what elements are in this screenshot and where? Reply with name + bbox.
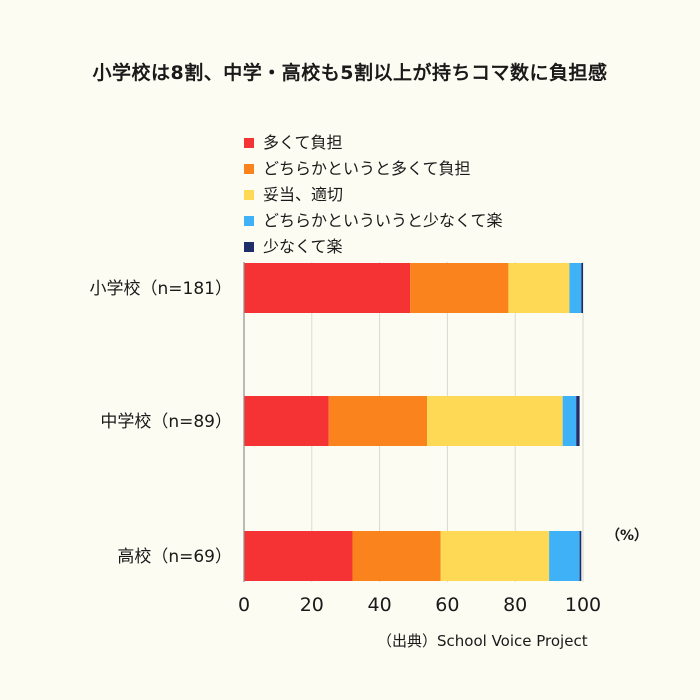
bar-segment-4 xyxy=(549,531,580,581)
legend-label: どちらかといういうと少なくて楽 xyxy=(263,211,503,230)
legend-label: 妥当、適切 xyxy=(263,185,344,204)
legend-label: 多くて負担 xyxy=(263,133,343,152)
legend-swatch xyxy=(244,164,254,174)
bar-segment-5 xyxy=(579,531,582,581)
legend-item: どちらかといういうと少なくて楽 xyxy=(244,208,503,234)
bar-segment-2 xyxy=(410,263,509,313)
legend-item: 少なくて楽 xyxy=(244,234,503,260)
x-tick-label: 80 xyxy=(503,594,527,616)
bar-segment-5 xyxy=(576,396,580,446)
bar-segment-1 xyxy=(244,396,329,446)
category-label: 小学校（n=181） xyxy=(90,279,232,299)
bar-segment-3 xyxy=(440,531,550,581)
unit-label: （%） xyxy=(606,528,649,544)
bar-segment-5 xyxy=(581,263,583,313)
bar-segment-1 xyxy=(244,531,353,581)
legend-label: 少なくて楽 xyxy=(263,237,343,256)
bar-segment-2 xyxy=(328,396,428,446)
legend-swatch xyxy=(244,190,254,200)
legend-label: どちらかというと多くて負担 xyxy=(263,159,471,178)
bar-segment-3 xyxy=(508,263,570,313)
x-tick-label: 100 xyxy=(565,594,601,616)
legend-swatch xyxy=(244,242,254,252)
legend-item: 妥当、適切 xyxy=(244,182,503,208)
chart-title: 小学校は8割、中学・高校も5割以上が持ちコマ数に負担感 xyxy=(92,62,608,84)
legend-swatch xyxy=(244,216,254,226)
bar-segment-4 xyxy=(569,263,582,313)
chart-legend: 多くて負担どちらかというと多くて負担 妥当、適切どちらかといういうと少なくて楽 少な… xyxy=(244,130,503,260)
bar-segment-3 xyxy=(427,396,563,446)
category-label: 中学校（n=89） xyxy=(100,412,232,432)
source-note: （出典）School Voice Project xyxy=(377,632,588,650)
legend-item: どちらかというと多くて負担 xyxy=(244,156,503,182)
legend-swatch xyxy=(244,138,254,148)
x-tick-label: 40 xyxy=(368,594,392,616)
x-tick-label: 0 xyxy=(238,594,250,616)
x-tick-label: 20 xyxy=(300,594,324,616)
bar-segment-4 xyxy=(562,396,577,446)
category-label: 高校（n=69） xyxy=(117,547,232,567)
legend-item: 多くて負担 xyxy=(244,130,503,156)
bar-segment-1 xyxy=(244,263,411,313)
x-tick-label: 60 xyxy=(435,594,459,616)
bar-segment-2 xyxy=(352,531,441,581)
